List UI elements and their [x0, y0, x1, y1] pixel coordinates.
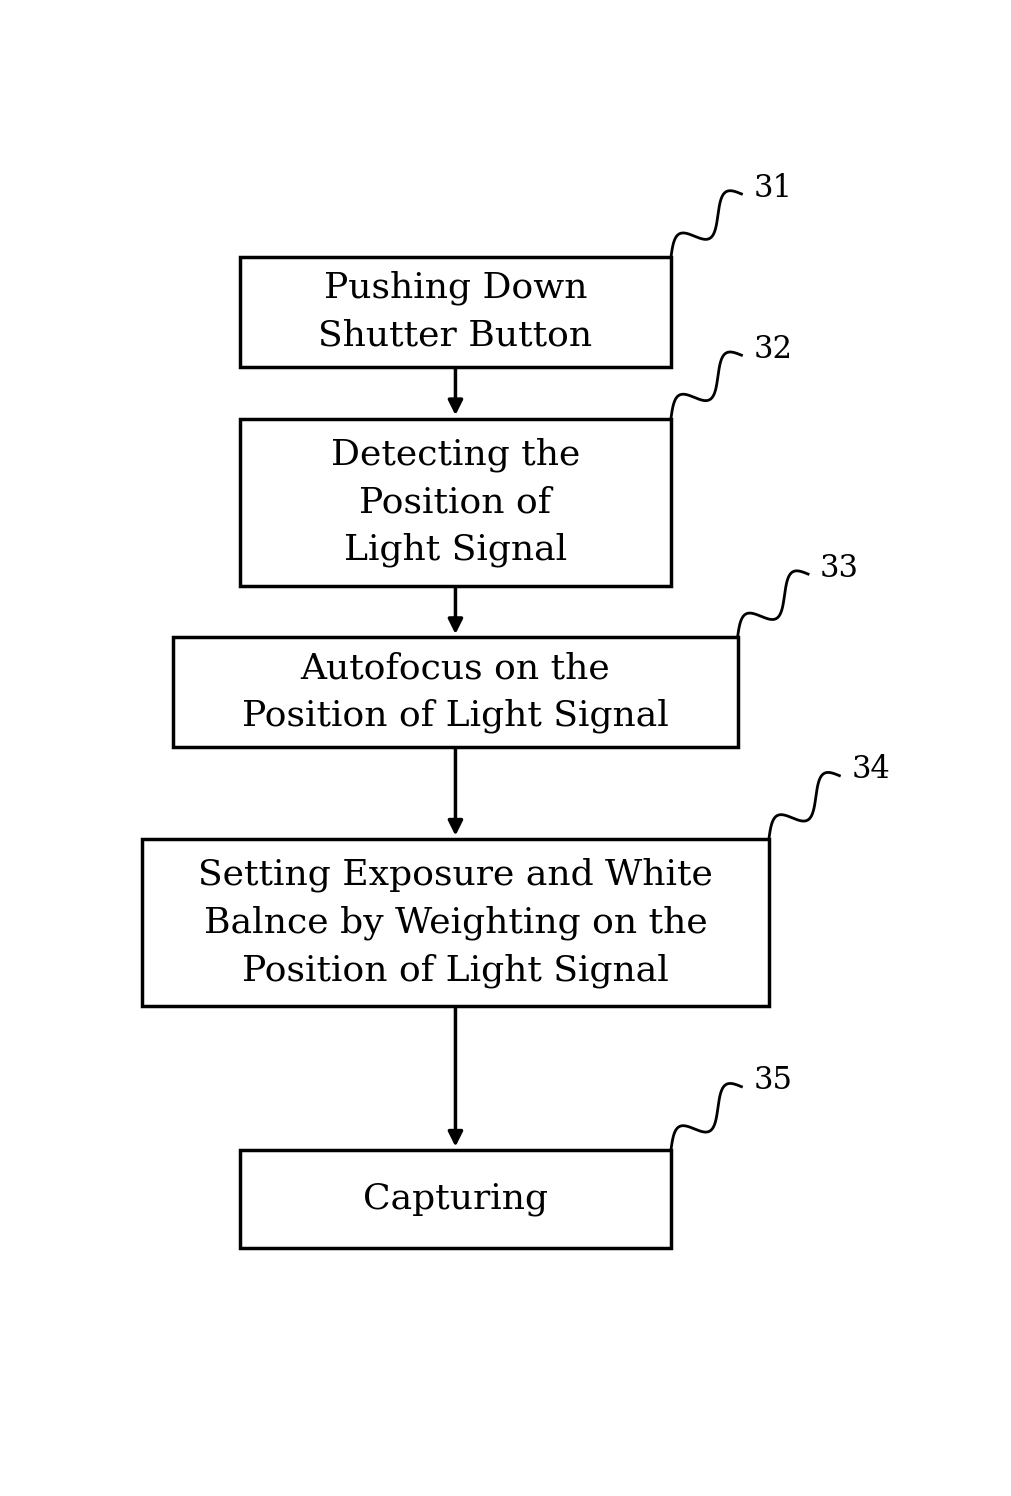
FancyBboxPatch shape — [240, 419, 671, 585]
Text: Capturing: Capturing — [363, 1182, 548, 1216]
Text: Autofocus on the
Position of Light Signal: Autofocus on the Position of Light Signa… — [242, 651, 669, 733]
Text: 32: 32 — [753, 334, 793, 365]
Text: 33: 33 — [820, 554, 858, 583]
Text: Detecting the
Position of
Light Signal: Detecting the Position of Light Signal — [331, 437, 580, 567]
Text: 35: 35 — [753, 1065, 793, 1097]
Text: Setting Exposure and White
Balnce by Weighting on the
Position of Light Signal: Setting Exposure and White Balnce by Wei… — [198, 857, 713, 987]
Text: 34: 34 — [851, 754, 890, 785]
FancyBboxPatch shape — [240, 1150, 671, 1248]
FancyBboxPatch shape — [240, 257, 671, 367]
Text: Pushing Down
Shutter Button: Pushing Down Shutter Button — [318, 271, 592, 353]
FancyBboxPatch shape — [174, 637, 737, 747]
FancyBboxPatch shape — [142, 839, 768, 1005]
Text: 31: 31 — [753, 172, 793, 203]
